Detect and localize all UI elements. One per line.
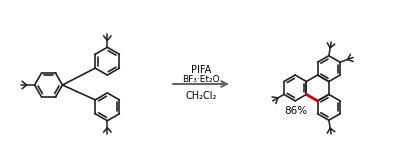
Text: 86%: 86% [284, 106, 307, 116]
Text: PIFA: PIFA [191, 65, 211, 75]
Text: BF₃·Et₂O: BF₃·Et₂O [182, 75, 220, 83]
Text: CH₂Cl₂: CH₂Cl₂ [185, 91, 217, 101]
